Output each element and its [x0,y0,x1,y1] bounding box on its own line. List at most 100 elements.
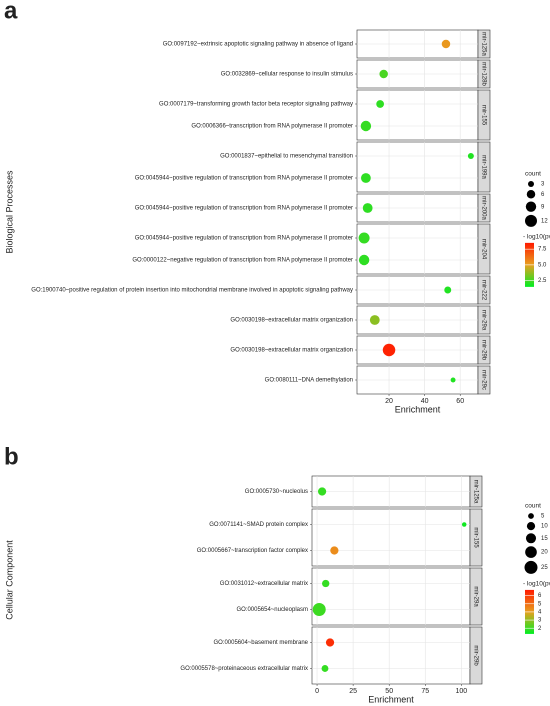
facet-label: mir-199a [480,155,486,179]
dot [325,638,335,647]
facet-label: mir-155 [472,527,478,548]
panel [311,567,471,626]
panel-label: a [4,0,18,24]
color-tick-label: 4 [538,609,542,615]
facet-label: mir-204 [480,239,486,260]
term-label: GO:0071141~SMAD protein complex [209,522,308,528]
size-legend-label: 10 [541,524,548,530]
dot [360,120,372,132]
panel [311,508,471,567]
dot [362,203,373,213]
size-legend-label: 12 [541,218,548,224]
dot [441,39,451,49]
color-tick-label: 5 [538,601,542,607]
panel-label: b [4,443,19,470]
panel [356,89,479,141]
size-legend-label: 15 [541,536,548,542]
facet-strip [469,626,483,685]
dot [360,173,371,183]
y-axis-title: Biological Processes [4,170,14,254]
x-tick-label: 60 [456,398,464,405]
color-legend-title: - log10(pvalue) [523,581,550,588]
term-label: GO:0045944~positive regulation of transc… [135,176,353,182]
facet-strip [477,89,491,141]
dot [330,546,339,555]
term-label: GO:0030198~extracellular matrix organiza… [230,348,353,354]
color-tick-label: 2 [538,626,542,632]
term-label: GO:0005578~proteinaceous extracellular m… [180,666,308,672]
facet-label: mir-29a [472,586,478,607]
panel [356,141,479,193]
size-legend-label: 25 [541,565,548,571]
x-tick-label: 40 [421,398,429,405]
facet-label: mir-29b [472,645,478,666]
dot [450,377,456,383]
term-label: GO:0031012~extracellular matrix [220,581,308,587]
size-legend-label: 6 [541,192,545,198]
y-axis-title: Cellular Component [4,540,14,620]
term-label: GO:0006366~transcription from RNA polyme… [191,124,353,130]
dot [382,343,396,357]
facet-label: mir-29c [480,370,486,390]
size-legend-title: count [525,503,541,510]
dot [369,315,380,325]
x-tick-label: 75 [421,688,429,695]
dot [321,665,329,672]
facet-label: mir-200a [480,196,486,220]
dot [467,153,474,159]
dot [322,579,330,588]
term-label: GO:0007179~transforming growth factor be… [159,102,353,108]
size-legend-dot [528,181,534,187]
size-legend-dot [525,214,537,227]
color-tick-label: 3 [538,618,542,624]
facet-strip [477,223,491,275]
x-axis-title: Enrichment [368,694,414,704]
term-label: GO:0005730~nucleolus [245,489,308,495]
color-tick-label: 5.0 [538,262,547,268]
size-legend-label: 3 [541,182,545,188]
color-tick-label: 7.5 [538,247,547,253]
dot [376,100,385,108]
facet-label: mir-29b [480,340,486,361]
size-legend-dot [525,533,537,544]
term-label: GO:0097192~extrinsic apoptotic signaling… [163,42,353,48]
facet-label: mir-125a [472,480,478,504]
size-legend-dot [526,522,536,531]
term-label: GO:0005667~transcription factor complex [197,548,308,554]
dot [444,286,452,294]
term-label: GO:0001837~epithelial to mesenchymal tra… [220,154,353,160]
term-label: GO:0000122~negative regulation of transc… [132,258,353,264]
dot [379,69,388,79]
facet-strip [469,508,483,567]
facet-label: mir-155 [480,105,486,126]
facet-label: mir-29a [480,310,486,331]
size-legend-label: 9 [541,204,545,210]
size-legend-label: 5 [541,514,545,520]
dot [358,232,370,244]
size-legend-label: 20 [541,550,548,556]
x-tick-label: 0 [315,688,319,695]
size-legend-dot [525,201,537,212]
term-label: GO:0045944~positive regulation of transc… [135,206,353,212]
term-label: GO:0045944~positive regulation of transc… [135,236,353,242]
size-legend-dot [526,190,536,199]
panel [356,223,479,275]
size-legend-dot [525,546,537,558]
facet-label: mir-125a [480,32,486,56]
x-axis-title: Enrichment [395,404,441,414]
panel [311,626,471,685]
term-label: GO:0032869~cellular response to insulin … [221,72,353,78]
facet-label: mir-128b [480,62,486,86]
size-legend-title: count [525,171,541,178]
dot [461,522,467,527]
dot [312,603,326,616]
x-tick-label: 50 [385,688,393,695]
facet-strip [477,141,491,193]
x-tick-label: 100 [455,688,467,695]
x-tick-label: 20 [385,398,393,405]
term-label: GO:0030198~extracellular matrix organiza… [230,318,353,324]
size-legend-dot [524,560,538,574]
term-label: GO:0005604~basement membrane [213,640,308,646]
dot [358,254,370,266]
